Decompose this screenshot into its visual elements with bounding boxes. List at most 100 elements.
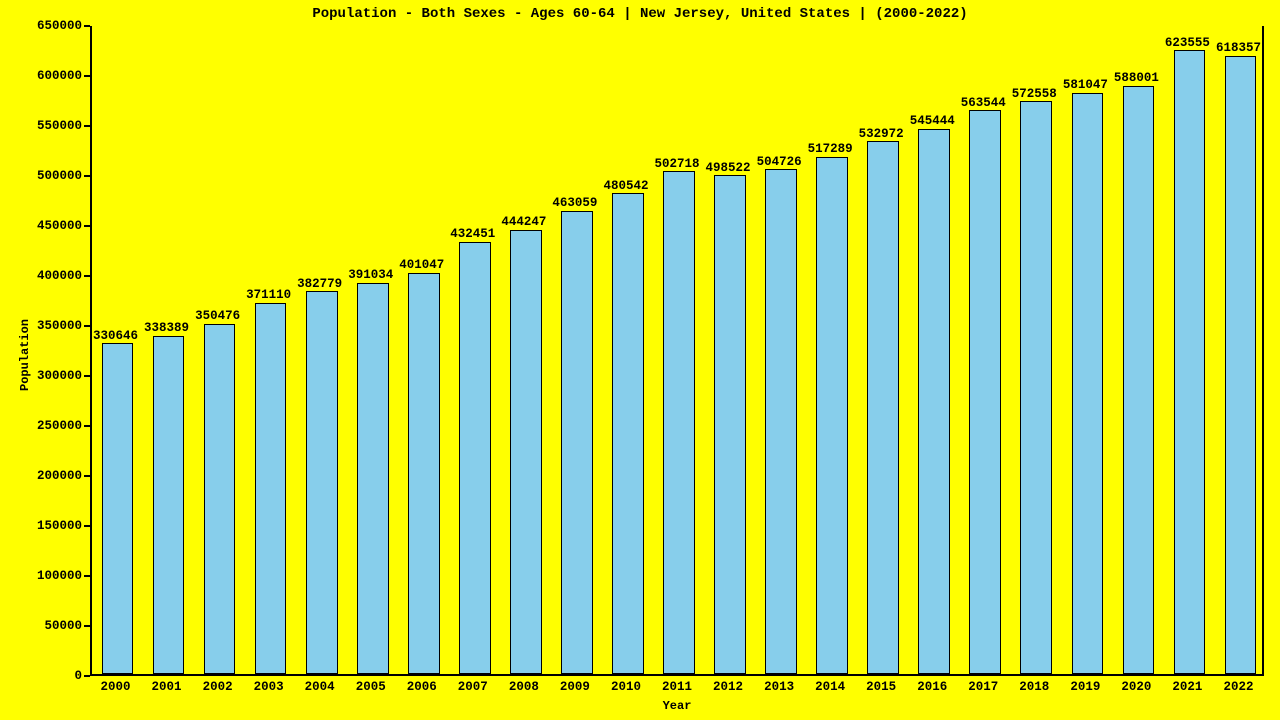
y-tick-mark: [84, 675, 90, 677]
y-tick-label: 450000: [37, 219, 82, 233]
y-tick-mark: [84, 75, 90, 77]
bar: [1072, 93, 1104, 674]
chart-title: Population - Both Sexes - Ages 60-64 | N…: [0, 6, 1280, 22]
bar: [561, 211, 593, 674]
bar: [1225, 56, 1257, 674]
bar: [255, 303, 287, 674]
x-tick-label: 2015: [866, 680, 896, 694]
x-tick-label: 2004: [305, 680, 335, 694]
bar-value-label: 504726: [757, 155, 802, 169]
bar-value-label: 401047: [399, 258, 444, 272]
y-tick-label: 650000: [37, 19, 82, 33]
y-tick-label: 250000: [37, 419, 82, 433]
bar-value-label: 432451: [450, 227, 495, 241]
y-tick-mark: [84, 575, 90, 577]
x-tick-label: 2017: [968, 680, 998, 694]
y-tick-label: 50000: [44, 619, 82, 633]
bar: [153, 336, 185, 674]
bar: [918, 129, 950, 674]
bar: [816, 157, 848, 674]
y-tick-label: 500000: [37, 169, 82, 183]
x-tick-label: 2016: [917, 680, 947, 694]
x-tick-label: 2022: [1223, 680, 1253, 694]
bar: [357, 283, 389, 674]
bar: [408, 273, 440, 674]
bar-value-label: 581047: [1063, 78, 1108, 92]
y-tick-mark: [84, 275, 90, 277]
bar: [510, 230, 542, 674]
x-tick-label: 2009: [560, 680, 590, 694]
bar-value-label: 350476: [195, 309, 240, 323]
x-axis-label: Year: [90, 699, 1264, 713]
bar-value-label: 572558: [1012, 87, 1057, 101]
x-tick-label: 2013: [764, 680, 794, 694]
x-tick-label: 2018: [1019, 680, 1049, 694]
bar-value-label: 618357: [1216, 41, 1261, 55]
x-tick-label: 2007: [458, 680, 488, 694]
bar: [204, 324, 236, 674]
bar-value-label: 563544: [961, 96, 1006, 110]
bar-value-label: 532972: [859, 127, 904, 141]
bar: [765, 169, 797, 674]
y-tick-label: 600000: [37, 69, 82, 83]
bar: [459, 242, 491, 674]
x-tick-label: 2005: [356, 680, 386, 694]
x-tick-label: 2020: [1121, 680, 1151, 694]
y-tick-label: 550000: [37, 119, 82, 133]
bar: [969, 110, 1001, 674]
y-tick-mark: [84, 375, 90, 377]
bar-value-label: 498522: [706, 161, 751, 175]
y-tick-mark: [84, 425, 90, 427]
x-tick-label: 2006: [407, 680, 437, 694]
x-tick-label: 2010: [611, 680, 641, 694]
y-tick-mark: [84, 525, 90, 527]
bar-value-label: 545444: [910, 114, 955, 128]
y-tick-label: 150000: [37, 519, 82, 533]
bar: [306, 291, 338, 674]
x-tick-label: 2001: [152, 680, 182, 694]
y-tick-label: 100000: [37, 569, 82, 583]
bar-value-label: 371110: [246, 288, 291, 302]
bar-value-label: 480542: [603, 179, 648, 193]
plot-area: [90, 26, 1264, 676]
x-tick-label: 2003: [254, 680, 284, 694]
bar-value-label: 391034: [348, 268, 393, 282]
y-tick-label: 0: [74, 669, 82, 683]
bar: [1174, 50, 1206, 674]
x-tick-label: 2012: [713, 680, 743, 694]
y-tick-label: 300000: [37, 369, 82, 383]
y-tick-mark: [84, 175, 90, 177]
bar-value-label: 502718: [654, 157, 699, 171]
bar: [1020, 101, 1052, 674]
bar-value-label: 382779: [297, 277, 342, 291]
bar-value-label: 623555: [1165, 36, 1210, 50]
y-tick-label: 200000: [37, 469, 82, 483]
bar-value-label: 444247: [501, 215, 546, 229]
chart-root: Population - Both Sexes - Ages 60-64 | N…: [0, 0, 1280, 720]
y-tick-label: 350000: [37, 319, 82, 333]
x-tick-label: 2011: [662, 680, 692, 694]
x-tick-label: 2008: [509, 680, 539, 694]
x-tick-label: 2002: [203, 680, 233, 694]
y-tick-label: 400000: [37, 269, 82, 283]
y-tick-mark: [84, 475, 90, 477]
bar: [714, 175, 746, 674]
y-tick-mark: [84, 25, 90, 27]
x-tick-label: 2014: [815, 680, 845, 694]
bar-value-label: 588001: [1114, 71, 1159, 85]
bar: [1123, 86, 1155, 674]
x-tick-label: 2000: [101, 680, 131, 694]
bar-value-label: 463059: [552, 196, 597, 210]
bar: [867, 141, 899, 674]
bar: [102, 343, 134, 674]
bar-value-label: 517289: [808, 142, 853, 156]
x-tick-label: 2021: [1172, 680, 1202, 694]
bar: [663, 171, 695, 674]
y-tick-mark: [84, 225, 90, 227]
bar-value-label: 330646: [93, 329, 138, 343]
bar: [612, 193, 644, 674]
y-tick-mark: [84, 125, 90, 127]
y-axis-label: Population: [18, 319, 32, 391]
y-tick-mark: [84, 325, 90, 327]
x-tick-label: 2019: [1070, 680, 1100, 694]
